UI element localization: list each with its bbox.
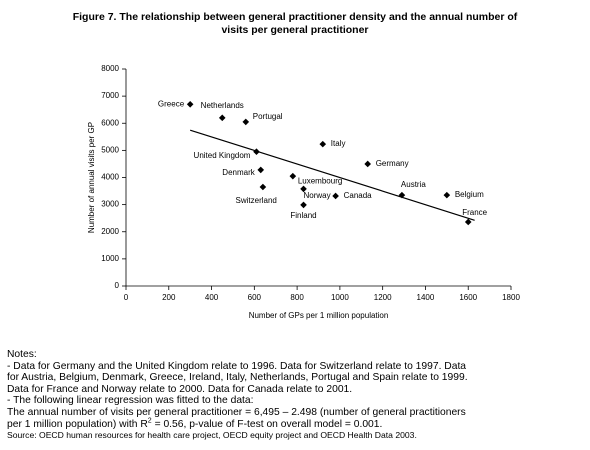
x-tick-label: 600 — [248, 293, 262, 302]
notes: Notes: - Data for Germany and the United … — [7, 349, 468, 441]
y-tick-label: 0 — [115, 281, 120, 290]
y-tick-label: 7000 — [101, 91, 119, 100]
y-tick-label: 5000 — [101, 145, 119, 154]
point — [253, 148, 260, 156]
point-label: Canada — [344, 191, 373, 200]
x-tick-label: 0 — [124, 293, 129, 302]
point-label: Portugal — [253, 112, 283, 121]
point — [443, 191, 451, 199]
point-label: Italy — [331, 139, 346, 148]
point-label: Switzerland — [236, 196, 277, 205]
x-tick-label: 200 — [162, 293, 176, 302]
point-label: Finland — [290, 211, 316, 220]
point — [364, 160, 371, 168]
point-label: Belgium — [455, 190, 484, 199]
y-tick-label: 1000 — [101, 254, 119, 263]
x-tick-label: 1400 — [417, 293, 435, 302]
point-label: Germany — [376, 159, 409, 168]
point — [257, 166, 265, 174]
point-label: Greece — [158, 99, 185, 108]
y-tick-label: 2000 — [101, 227, 119, 236]
superscript: 2 — [147, 417, 152, 425]
point-label: France — [462, 208, 487, 217]
chart: 0 1000 2000 3000 4000 5000 6000 7000 8000 0 200 400… — [87, 64, 520, 320]
chart-title: Figure 7. The relationship between gener… — [72, 11, 518, 36]
x-tick-label: 1600 — [459, 293, 477, 302]
x-tick-label: 800 — [290, 293, 304, 302]
point — [398, 191, 406, 199]
point-label: Denmark — [222, 168, 255, 177]
x-tick-label: 1000 — [331, 293, 349, 302]
point-label: Norway — [304, 191, 331, 200]
trend-line — [189, 129, 475, 221]
notes-heading: Notes: — [7, 349, 37, 360]
x-tick-label: 1800 — [502, 293, 520, 302]
note-text: per 1 million population) with R — [7, 418, 148, 430]
note-line: - Data for Germany and the United Kingdo… — [7, 360, 467, 372]
x-axis-label: Number of GPs per 1 million population — [249, 311, 389, 320]
point — [242, 118, 250, 126]
point — [464, 218, 472, 226]
point-label: United Kingdom — [194, 151, 251, 160]
note-line: for Austria, Belgium, Denmark, Greece, I… — [7, 372, 468, 384]
x-tick-label: 400 — [205, 293, 219, 302]
note-line: Data for France and Norway relate to 200… — [7, 383, 353, 395]
note-line: per 1 million population) with R2 = 0.56… — [7, 417, 468, 431]
y-tick-label: 8000 — [101, 64, 119, 73]
note-text: = 0.56, p-value of F-test on overall mod… — [151, 418, 383, 430]
point-label: Austria — [401, 180, 426, 189]
point — [319, 140, 327, 148]
y-axis-label: Number of annual visits per GP — [87, 122, 96, 233]
point — [300, 201, 307, 209]
source-note: Source: OECD human resources for health … — [7, 430, 417, 441]
point-label: Luxembourg — [298, 176, 342, 185]
point — [332, 192, 339, 200]
y-tick-label: 4000 — [101, 173, 119, 182]
y-tick-label: 6000 — [101, 118, 119, 127]
note-line: The annual number of visits per general … — [7, 406, 466, 418]
x-tick-label: 1200 — [374, 293, 392, 302]
point — [186, 100, 194, 108]
y-tick-label: 3000 — [101, 200, 119, 209]
point — [300, 185, 307, 193]
point — [259, 183, 267, 191]
point — [289, 172, 297, 180]
point — [218, 114, 226, 122]
point-label: Netherlands — [201, 101, 244, 110]
note-line: - The following linear regression was fi… — [7, 395, 254, 407]
